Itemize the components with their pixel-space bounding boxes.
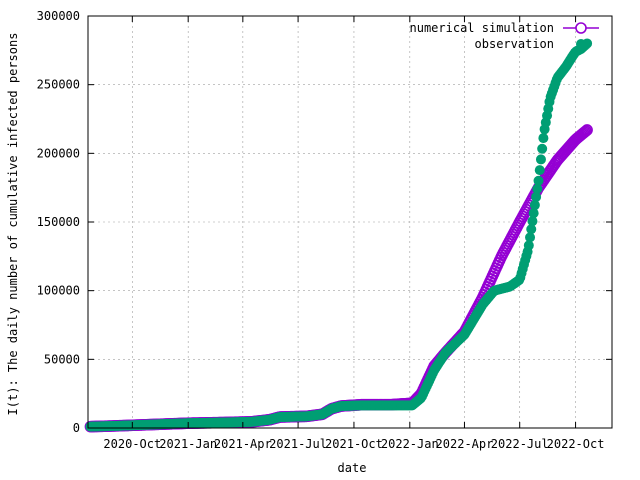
x-tick-label: 2022-Apr: [436, 437, 494, 451]
legend-marker: [576, 39, 586, 49]
data-layer: [84, 38, 593, 433]
y-axis-label: I(t): The daily number of cumulative inf…: [6, 33, 20, 416]
data-point: [535, 154, 546, 165]
data-point: [581, 124, 593, 136]
x-tick-label: 2022-Oct: [547, 437, 605, 451]
data-point: [577, 127, 590, 139]
data-point: [537, 143, 548, 154]
x-tick-label: 2022-Jan: [381, 437, 439, 451]
data-point: [523, 240, 534, 251]
data-point: [538, 133, 549, 144]
y-tick-label: 200000: [37, 146, 80, 160]
data-point: [534, 165, 545, 176]
x-tick-label: 2022-Jul: [491, 437, 549, 451]
data-point: [532, 183, 543, 194]
data-point: [526, 224, 537, 235]
x-tick-label: 2020-Oct: [103, 437, 161, 451]
y-tick-label: 250000: [37, 78, 80, 92]
data-point: [528, 208, 539, 219]
x-tick-label: 2021-Jul: [269, 437, 327, 451]
ticks: 0 50000 100000 150000 200000 250000 300000 2020…: [37, 9, 612, 451]
x-tick-label: 2021-Jan: [159, 437, 217, 451]
legend-marker: [575, 22, 587, 34]
x-axis-label: date: [338, 461, 367, 475]
data-point: [527, 216, 538, 227]
x-tick-label: 2021-Apr: [214, 437, 272, 451]
y-tick-label: 300000: [37, 9, 80, 23]
legend-label: observation: [475, 37, 554, 51]
legend-label: numerical simulation: [410, 21, 555, 35]
data-point: [529, 200, 540, 211]
data-point: [531, 191, 542, 202]
y-tick-label: 0: [73, 421, 80, 435]
data-point: [525, 232, 536, 243]
y-tick-label: 50000: [44, 352, 80, 366]
x-tick-label: 2021-Oct: [325, 437, 383, 451]
legend: numerical simulation observation: [410, 21, 599, 51]
y-tick-label: 150000: [37, 215, 80, 229]
data-point: [578, 126, 591, 138]
data-point: [533, 175, 544, 186]
y-tick-label: 100000: [37, 284, 80, 298]
grid: [88, 16, 612, 428]
data-point: [580, 125, 592, 137]
